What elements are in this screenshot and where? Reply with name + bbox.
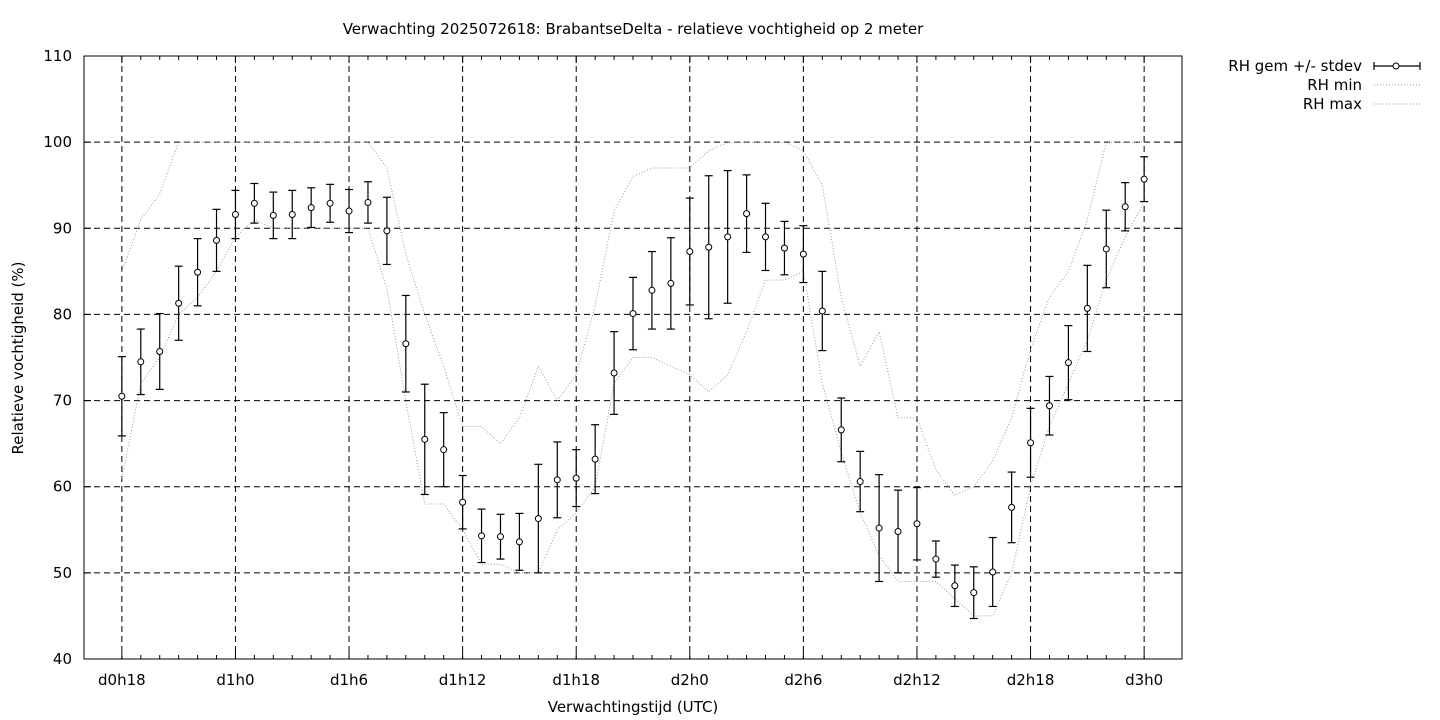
data-point [1140, 175, 1148, 183]
y-tick-label: 70 [53, 392, 72, 410]
y-tick-label: 50 [53, 564, 72, 582]
data-point [610, 369, 618, 377]
y-tick-label: 90 [53, 219, 72, 237]
x-axis-label: Verwachtingstijd (UTC) [548, 698, 719, 716]
x-tick-label: d2h12 [893, 671, 941, 689]
data-point [951, 582, 959, 590]
data-point [913, 520, 921, 528]
data-point [932, 555, 940, 563]
data-point [459, 498, 467, 506]
chart-title: Verwachting 2025072618: BrabantseDelta -… [343, 20, 924, 38]
data-point [667, 279, 675, 287]
data-point [1121, 203, 1129, 211]
legend-label: RH max [1303, 95, 1362, 113]
data-point [1064, 359, 1072, 367]
y-tick-label: 60 [53, 478, 72, 496]
data-point [175, 299, 183, 307]
x-tick-label: d2h6 [784, 671, 822, 689]
y-tick-label: 100 [43, 133, 72, 151]
y-tick-label: 110 [43, 47, 72, 65]
legend-label: RH gem +/- stdev [1228, 57, 1362, 75]
data-point [288, 211, 296, 219]
data-point [553, 476, 561, 484]
data-point [856, 478, 864, 486]
data-point [1027, 439, 1035, 447]
data-point [705, 243, 713, 251]
data-point [496, 533, 504, 541]
data-point [137, 358, 145, 366]
axes: 40 50 60 70 80 90 100 110 d0h18 d1h0 d1h6 d1h12 d1h1… [43, 47, 1182, 689]
legend-label: RH min [1307, 76, 1362, 94]
data-point [478, 532, 486, 540]
series-line-rh-max [121, 141, 1145, 496]
x-tick-label: d3h0 [1125, 671, 1163, 689]
data-point [799, 250, 807, 258]
data-point [743, 210, 751, 218]
data-point [345, 207, 353, 215]
x-tick-label: d2h18 [1007, 671, 1055, 689]
data-point [307, 204, 315, 212]
grid [84, 56, 1182, 659]
data-point [1102, 245, 1110, 253]
data-point [213, 236, 221, 244]
data-point [515, 538, 523, 546]
data-point [421, 435, 429, 443]
y-tick-label: 40 [53, 650, 72, 668]
data-point [591, 455, 599, 463]
data-point [1008, 503, 1016, 511]
data-point [250, 199, 258, 207]
data-point [818, 307, 826, 315]
series-line-rh-min [121, 202, 1145, 617]
x-tick-label: d1h12 [439, 671, 487, 689]
data-point [402, 340, 410, 348]
data-point [194, 268, 202, 276]
data-point [118, 392, 126, 400]
data-point [648, 286, 656, 294]
data-point [440, 446, 448, 454]
x-tick-label: d1h0 [216, 671, 254, 689]
data-point [364, 198, 372, 206]
data-point [231, 211, 239, 219]
data-point [326, 199, 334, 207]
data-point [1045, 402, 1053, 410]
series-layer [117, 141, 1149, 620]
x-tick-label: d0h18 [98, 671, 146, 689]
data-point [1083, 304, 1091, 312]
data-point [156, 347, 164, 355]
data-point [894, 528, 902, 536]
data-point [269, 211, 277, 219]
legend-swatch-marker [1392, 62, 1400, 70]
data-point [534, 515, 542, 523]
y-tick-label: 80 [53, 305, 72, 323]
data-point [762, 233, 770, 241]
y-axis-label: Relatieve vochtigheid (%) [9, 261, 27, 454]
data-point [780, 244, 788, 252]
data-point [572, 474, 580, 482]
data-point [383, 227, 391, 235]
data-point [875, 524, 883, 532]
data-point [629, 310, 637, 318]
data-point [989, 568, 997, 576]
x-tick-label: d2h0 [671, 671, 709, 689]
data-point [970, 589, 978, 597]
data-point [837, 426, 845, 434]
x-tick-label: d1h6 [330, 671, 368, 689]
data-point [686, 248, 694, 256]
x-tick-label: d1h18 [552, 671, 600, 689]
data-point [724, 233, 732, 241]
